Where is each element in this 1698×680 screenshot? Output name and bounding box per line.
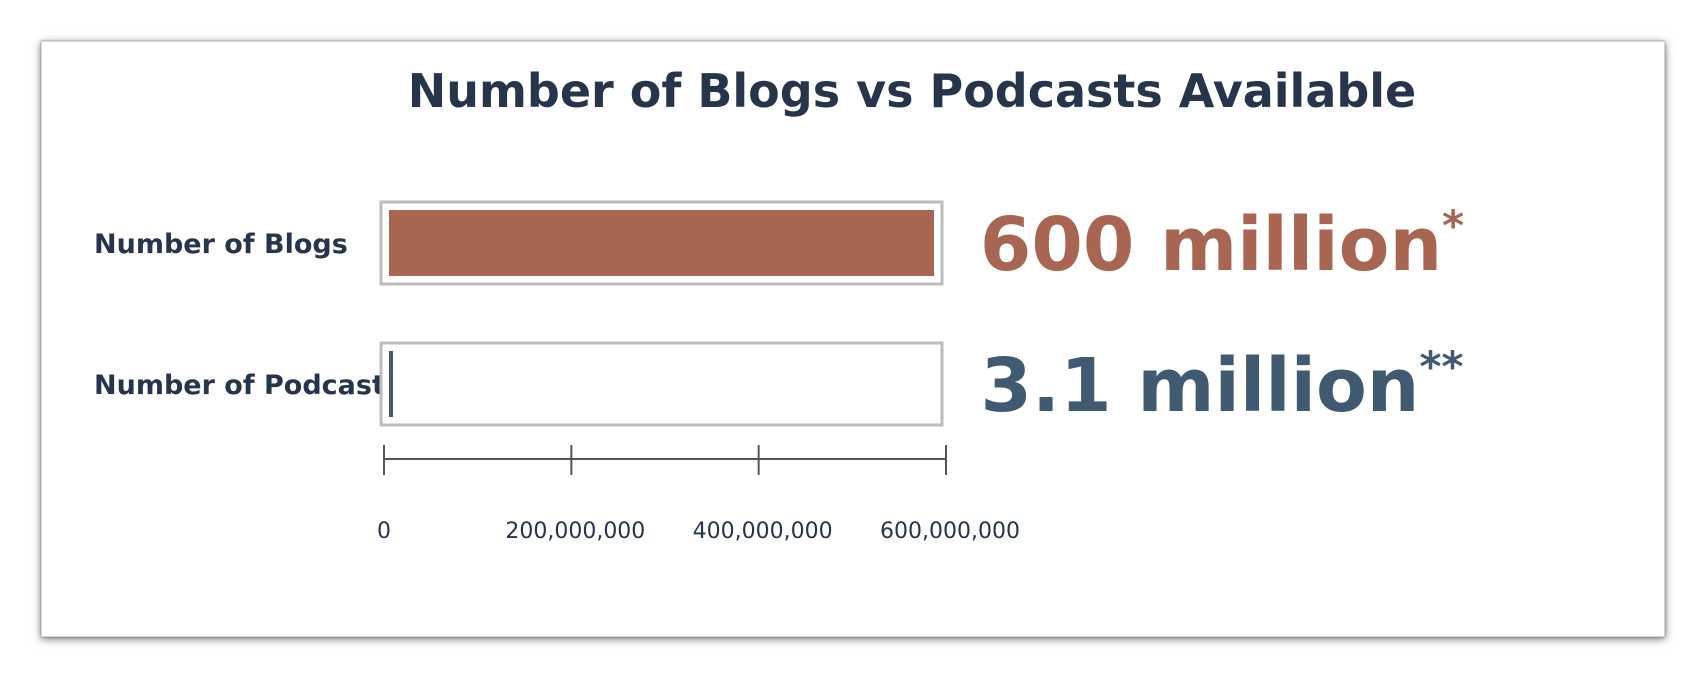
x-tick-label: 200,000,000 <box>505 519 645 544</box>
x-tick-label: 0 <box>377 519 391 544</box>
chart-title: Number of Blogs vs Podcasts Available <box>408 64 1417 118</box>
bar-number-of-blogs <box>389 210 934 276</box>
bar-chart: Number of Blogs vs Podcasts Available Nu… <box>94 64 1464 544</box>
category-label-number-of-blogs: Number of Blogs <box>94 229 348 260</box>
category-label-number-of-podcasts: Number of Podcasts <box>94 370 401 401</box>
bar-number-of-podcasts <box>389 351 393 417</box>
value-label-number-of-blogs: 600 million* <box>980 201 1464 288</box>
x-tick-label: 600,000,000 <box>880 519 1020 544</box>
bar-track-number-of-podcasts <box>379 341 944 427</box>
value-label-number-of-podcasts: 3.1 million** <box>981 342 1464 429</box>
chart-card: Number of Blogs vs Podcasts Available Nu… <box>41 41 1665 637</box>
x-tick-label: 400,000,000 <box>693 519 833 544</box>
